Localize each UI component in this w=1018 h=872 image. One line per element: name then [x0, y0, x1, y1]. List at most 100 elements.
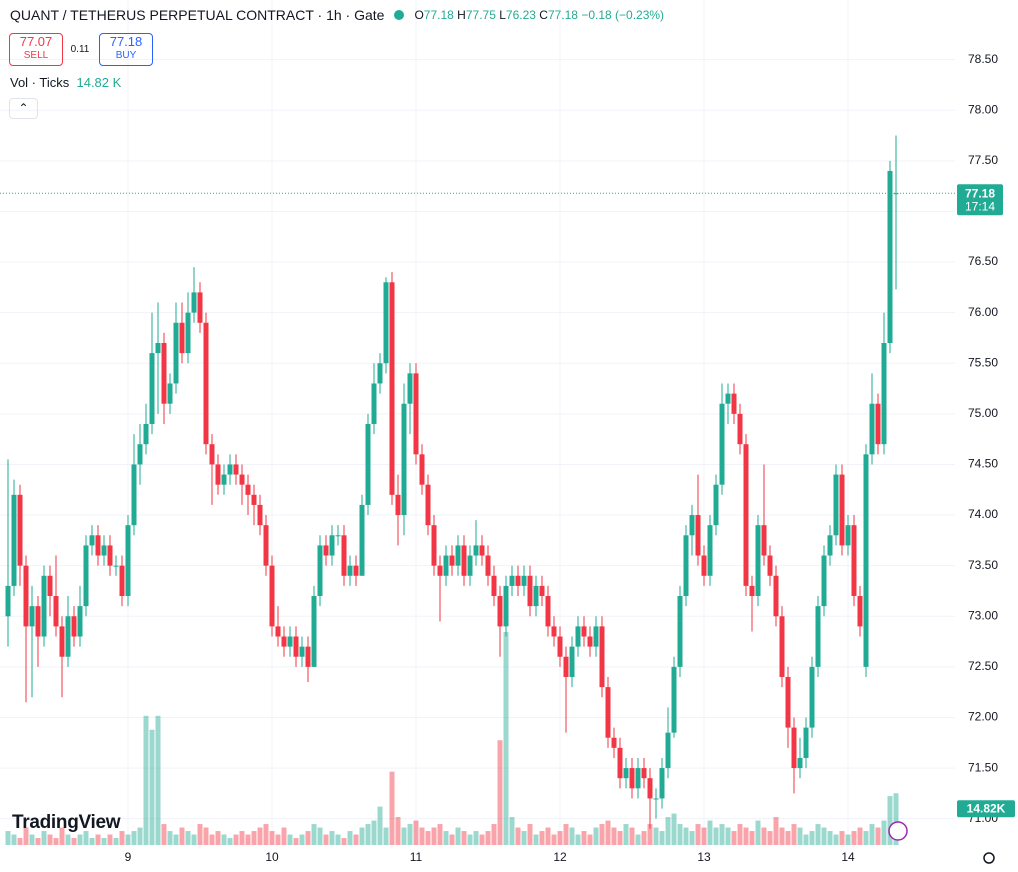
candle-body	[185, 312, 191, 354]
candle-body	[425, 484, 431, 526]
y-tick-label: 77.50	[968, 153, 998, 167]
candle-body	[599, 626, 605, 688]
candle-body	[773, 575, 779, 617]
volume-bar	[95, 834, 101, 845]
y-tick-label: 78.00	[968, 102, 998, 116]
volume-bar	[539, 831, 545, 845]
volume-bar	[5, 831, 11, 845]
candle-body	[281, 636, 287, 647]
volume-bar	[383, 827, 389, 845]
candle-body	[665, 732, 671, 769]
volume-bar	[719, 824, 725, 845]
volume-bar	[101, 838, 107, 845]
volume-bar	[695, 824, 701, 845]
volume-bar	[491, 824, 497, 845]
candle-body	[797, 757, 803, 769]
y-tick-label: 71.50	[968, 760, 998, 774]
volume-bar	[83, 831, 89, 845]
candle-body	[677, 596, 683, 667]
volume-bar	[635, 834, 641, 845]
candle-body	[779, 616, 785, 677]
volume-bar	[467, 834, 473, 845]
volume-bar	[287, 834, 293, 845]
volume-bar	[53, 838, 59, 845]
candle-body	[719, 403, 725, 485]
candle-body	[497, 596, 503, 627]
volume-bar	[203, 827, 209, 845]
volume-bar	[605, 820, 611, 845]
candle-body	[83, 545, 89, 607]
candle-body	[521, 575, 527, 586]
y-tick-label: 76.50	[968, 254, 998, 268]
volume-bar	[137, 827, 143, 845]
volume-bar	[527, 824, 533, 845]
alert-icon	[888, 821, 908, 841]
volume-bar	[71, 838, 77, 845]
y-tick-label: 74.00	[968, 507, 998, 521]
candle-body	[239, 474, 245, 485]
candle-body	[263, 525, 269, 566]
candle-body	[509, 575, 515, 586]
candle-body	[545, 596, 551, 627]
settings-icon[interactable]	[983, 852, 995, 864]
volume-bar	[167, 831, 173, 845]
candle-body	[179, 322, 185, 354]
collapse-button[interactable]: ⌃	[9, 98, 38, 119]
volume-bar	[629, 827, 635, 845]
candle-body	[887, 170, 893, 343]
volume-bar	[887, 796, 893, 845]
candle-body	[455, 545, 461, 566]
h-label: H	[457, 8, 466, 22]
volume-bar	[593, 827, 599, 845]
candle-body	[269, 565, 275, 627]
volume-bar	[221, 834, 227, 845]
volume-bar	[683, 827, 689, 845]
volume-bar	[707, 820, 713, 845]
candle-body	[101, 545, 107, 556]
volume-bar	[743, 827, 749, 845]
volume-bar	[281, 827, 287, 845]
candle-body	[131, 464, 137, 526]
volume-bar	[713, 827, 719, 845]
candle-body	[767, 555, 773, 576]
candle-body	[611, 737, 617, 748]
volume-bar	[569, 827, 575, 845]
candle-body	[593, 626, 599, 647]
volume-bar	[125, 834, 131, 845]
volume-bar	[359, 827, 365, 845]
volume-bar	[389, 771, 395, 845]
candle-body	[473, 545, 479, 556]
volume-bar	[737, 824, 743, 845]
volume-bar	[155, 715, 161, 845]
buy-button[interactable]: 77.18 BUY	[99, 33, 153, 66]
volume-bar	[845, 834, 851, 845]
candle-body	[365, 423, 371, 505]
candle-body	[437, 565, 443, 576]
volume-bar	[47, 834, 53, 845]
volume-bar	[599, 824, 605, 845]
candle-body	[17, 494, 23, 566]
candle-body	[563, 656, 569, 677]
candle-body	[515, 575, 521, 586]
candle-body	[65, 616, 71, 657]
volume-bar	[119, 831, 125, 845]
candle-body	[77, 606, 83, 637]
volume-bar	[185, 831, 191, 845]
candle-body	[803, 727, 809, 758]
candle-body	[191, 292, 197, 313]
candle-body	[713, 484, 719, 526]
candle-body	[35, 606, 41, 637]
candle-body	[809, 666, 815, 728]
candle-body	[251, 494, 257, 505]
o-value: 77.18	[423, 8, 454, 22]
volume-bar	[611, 827, 617, 845]
volume-bar	[143, 715, 149, 845]
volume-bar	[323, 834, 329, 845]
price-tag-value: 77.18	[965, 186, 995, 200]
x-tick-label: 14	[841, 850, 855, 864]
y-tick-label: 73.50	[968, 558, 998, 572]
candle-body	[827, 535, 833, 556]
volume-bar	[671, 813, 677, 845]
sell-button[interactable]: 77.07 SELL	[9, 33, 63, 66]
